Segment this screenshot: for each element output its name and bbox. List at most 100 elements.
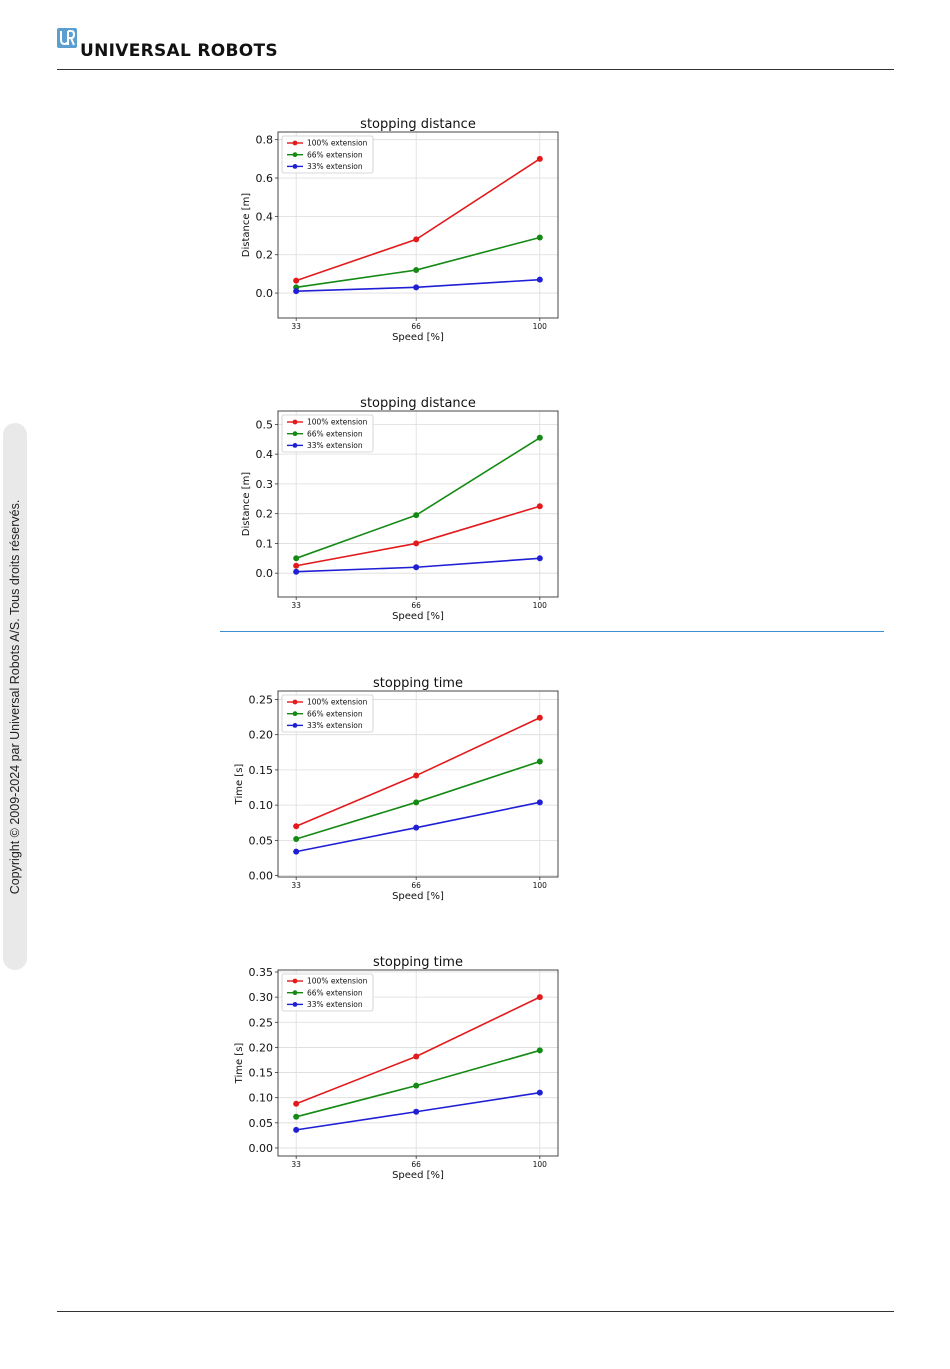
legend-label: 66% extension	[307, 150, 363, 159]
x-tick-label: 100	[533, 601, 548, 610]
data-point	[293, 823, 300, 830]
x-tick-label: 66	[411, 881, 421, 890]
y-tick-label: 0.25	[249, 693, 274, 706]
chart-title: stopping time	[373, 676, 463, 691]
data-point	[293, 1113, 300, 1120]
chart-title: stopping time	[373, 955, 463, 970]
y-tick-label: 0.20	[249, 729, 274, 742]
x-tick-label: 66	[411, 601, 421, 610]
y-tick-label: 0.15	[249, 764, 274, 777]
data-point	[413, 1082, 420, 1089]
data-point	[293, 277, 300, 284]
legend-box	[281, 135, 374, 174]
y-tick-label: 0.0	[256, 287, 274, 300]
data-point	[413, 1053, 420, 1060]
legend-marker	[292, 978, 298, 984]
x-tick-label: 33	[291, 1160, 301, 1169]
data-point	[293, 835, 300, 842]
y-tick-label: 0.2	[256, 508, 274, 521]
y-tick-label: 0.15	[249, 1067, 274, 1080]
legend-marker	[292, 443, 298, 448]
legend-marker	[292, 723, 298, 728]
data-point	[413, 772, 420, 779]
x-axis-label: Speed [%]	[392, 611, 444, 622]
legend-marker	[292, 140, 298, 146]
data-point	[536, 503, 543, 510]
x-tick-label: 33	[291, 881, 301, 890]
legend-marker	[292, 431, 298, 437]
legend-marker	[292, 419, 298, 425]
y-tick-label: 0.0	[256, 567, 274, 580]
y-tick-label: 0.3	[256, 478, 274, 491]
y-tick-label: 0.35	[249, 966, 274, 979]
legend-marker	[292, 711, 298, 717]
y-tick-label: 0.4	[256, 210, 274, 223]
section-divider	[220, 631, 884, 632]
y-axis-label: Distance [m]	[241, 193, 252, 258]
legend-label: 33% extension	[307, 1000, 363, 1009]
legend-box	[281, 414, 374, 453]
x-tick-label: 100	[533, 1160, 548, 1169]
data-point	[413, 824, 420, 831]
ur-logo-icon	[57, 28, 77, 48]
legend-marker	[292, 152, 298, 158]
y-tick-label: 0.5	[256, 418, 274, 431]
y-tick-label: 0.00	[249, 870, 274, 883]
plot-frame	[277, 690, 559, 878]
data-point	[293, 555, 300, 562]
data-point	[293, 848, 300, 855]
legend-label: 66% extension	[307, 988, 363, 997]
y-tick-label: 0.10	[249, 1092, 274, 1105]
legend-box	[281, 694, 374, 733]
plot-frame	[277, 969, 559, 1157]
y-axis-label: Distance [m]	[241, 472, 252, 537]
data-point	[536, 555, 543, 562]
y-tick-label: 0.30	[249, 991, 274, 1004]
plot-frame	[277, 410, 559, 598]
brand-name: UNIVERSAL ROBOTS	[80, 41, 278, 61]
y-tick-label: 0.8	[256, 134, 274, 147]
y-tick-label: 0.4	[256, 448, 274, 461]
legend-marker	[292, 1002, 298, 1007]
data-point	[536, 799, 543, 806]
legend-marker	[292, 990, 298, 996]
data-point	[536, 714, 543, 721]
data-point	[413, 512, 420, 519]
data-point	[536, 758, 543, 765]
legend-box	[281, 973, 374, 1012]
legend-label: 100% extension	[307, 977, 368, 986]
legend-label: 33% extension	[307, 721, 363, 730]
data-point	[293, 562, 300, 569]
x-tick-label: 66	[411, 1160, 421, 1169]
x-axis-label: Speed [%]	[392, 1170, 444, 1181]
legend-label: 66% extension	[307, 429, 363, 438]
data-point	[413, 236, 420, 243]
x-tick-label: 66	[411, 322, 421, 331]
data-point	[413, 284, 420, 291]
data-point	[293, 288, 300, 295]
legend-marker	[292, 164, 298, 169]
data-point	[293, 1100, 300, 1107]
y-tick-label: 0.20	[249, 1041, 274, 1054]
legend-label: 100% extension	[307, 698, 368, 707]
data-point	[413, 799, 420, 806]
data-point	[536, 1047, 543, 1054]
data-point	[293, 568, 300, 575]
legend-label: 33% extension	[307, 441, 363, 450]
data-point	[536, 234, 543, 241]
x-tick-label: 100	[533, 881, 548, 890]
x-tick-label: 33	[291, 322, 301, 331]
y-tick-label: 0.6	[256, 172, 274, 185]
y-tick-label: 0.1	[256, 537, 274, 550]
y-tick-label: 0.25	[249, 1016, 274, 1029]
y-axis-label: Time [s]	[234, 764, 245, 806]
header-rule	[57, 69, 894, 70]
data-point	[293, 1126, 300, 1133]
legend-marker	[292, 699, 298, 705]
data-point	[413, 540, 420, 547]
footer-rule	[57, 1311, 894, 1312]
data-point	[536, 434, 543, 441]
